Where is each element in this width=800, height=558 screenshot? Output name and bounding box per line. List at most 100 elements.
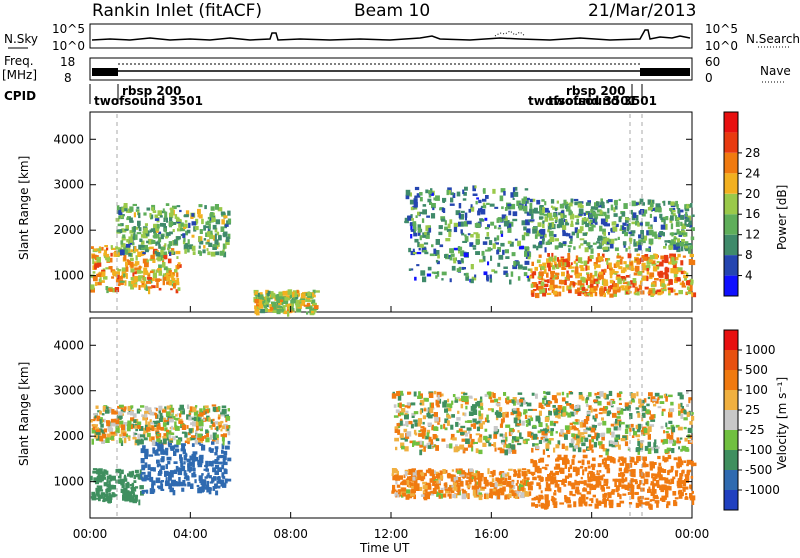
- scatter-cell-velocity-1-110: [215, 485, 221, 489]
- scatter-cell-velocity-5-409: [618, 467, 622, 472]
- scatter-cell-power-2-172: [295, 303, 301, 308]
- scatter-cell-power-5-199: [637, 201, 641, 206]
- scatter-cell-velocity-1-36: [216, 480, 220, 484]
- scatter-cell-velocity-2-352: [144, 410, 149, 414]
- scatter-cell-power-2-85: [299, 299, 303, 303]
- scatter-cell-velocity-4-773: [425, 398, 429, 402]
- scatter-cell-power-3-62: [482, 198, 487, 202]
- scatter-cell-velocity-5-374: [637, 502, 642, 507]
- scatter-cell-velocity-5-92: [566, 497, 571, 500]
- scatter-cell-velocity-4-245: [575, 435, 580, 441]
- scatter-cell-velocity-4-434: [412, 440, 416, 446]
- scatter-cell-power-4-401: [561, 279, 565, 285]
- scatter-cell-power-3-9: [467, 233, 471, 236]
- scatter-cell-velocity-5-383: [621, 477, 625, 484]
- scatter-cell-velocity-3-341: [442, 469, 446, 474]
- scatter-cell-velocity-5-353: [541, 477, 544, 482]
- scatter-cell-power-4-424: [683, 275, 689, 279]
- scatter-cell-power-4-211: [561, 271, 565, 277]
- scatter-cell-power-4-366: [574, 270, 579, 276]
- scatter-cell-power-3-223: [485, 249, 490, 252]
- scatter-cell-power-4-292: [609, 293, 614, 298]
- scatter-cell-velocity-5-240: [603, 463, 606, 468]
- scatter-cell-velocity-4-79: [409, 440, 414, 444]
- scatter-cell-power-4-265: [562, 267, 567, 270]
- scatter-cell-velocity-3-324: [443, 483, 447, 487]
- scatter-cell-velocity-4-178: [426, 408, 429, 412]
- scatter-cell-power-3-131: [439, 207, 444, 210]
- scatter-cell-power-4-395: [651, 288, 656, 295]
- scatter-cell-velocity-4-784: [631, 393, 636, 399]
- scatter-cell-velocity-3-362: [524, 491, 530, 497]
- scatter-cell-velocity-5-163: [584, 467, 588, 472]
- scatter-cell-power-0-156: [90, 287, 95, 293]
- scatter-cell-power-5-422: [577, 229, 583, 234]
- scatter-cell-velocity-1-205: [224, 469, 228, 475]
- scatter-cell-power-5-85: [570, 220, 574, 225]
- scatter-cell-velocity-4-404: [575, 428, 579, 431]
- scatter-cell-velocity-5-323: [558, 480, 563, 482]
- scatter-cell-power-3-184: [446, 189, 449, 196]
- scatter-cell-velocity-3-302: [398, 489, 401, 493]
- scatter-cell-velocity-2-234: [102, 405, 106, 412]
- scatter-cell-velocity-2-143: [212, 432, 217, 439]
- freq-band-left: [92, 68, 118, 76]
- scatter-cell-power-3-250: [433, 197, 438, 201]
- scatter-cell-velocity-1-46: [206, 480, 209, 487]
- scatter-cell-power-4-367: [608, 262, 612, 269]
- scatter-cell-power-3-227: [470, 234, 474, 238]
- scatter-cell-velocity-0-24: [122, 490, 126, 496]
- scatter-cell-power-4-449: [671, 257, 675, 262]
- scatter-cell-power-4-310: [549, 284, 554, 290]
- scatter-cell-velocity-4-486: [668, 439, 673, 444]
- scatter-cell-velocity-3-234: [435, 483, 440, 489]
- colorbar-tick-label-power-5: 24: [745, 166, 760, 180]
- scatter-cell-velocity-3-240: [474, 490, 478, 494]
- scatter-cell-velocity-5-123: [609, 457, 615, 463]
- scatter-cell-velocity-0-90: [95, 480, 99, 485]
- scatter-cell-velocity-4-42: [400, 408, 406, 413]
- scatter-cell-velocity-4-111: [401, 423, 406, 427]
- scatter-cell-velocity-4-725: [557, 405, 563, 410]
- scatter-cell-power-4-448: [593, 286, 598, 291]
- scatter-cell-power-4-247: [656, 261, 660, 264]
- scatter-cell-velocity-3-186: [422, 490, 425, 496]
- scatter-cell-power-4-274: [610, 267, 613, 270]
- scatter-cell-power-4-372: [620, 269, 626, 274]
- scatter-cell-power-3-312: [485, 195, 489, 199]
- scatter-cell-power-5-137: [621, 229, 627, 234]
- scatter-cell-velocity-5-66: [569, 464, 573, 470]
- scatter-cell-velocity-5-217: [642, 462, 647, 465]
- scatter-cell-velocity-0-126: [106, 470, 109, 475]
- scatter-cell-velocity-4-488: [516, 416, 521, 420]
- scatter-cell-velocity-0-117: [126, 495, 131, 502]
- scatter-cell-velocity-4-74: [411, 413, 415, 418]
- scatter-cell-velocity-5-181: [600, 475, 604, 479]
- scatter-cell-velocity-2-152: [143, 415, 147, 421]
- colorbar-tick-label-velocity-0: 1000: [745, 343, 776, 357]
- scatter-cell-power-0-124: [106, 247, 109, 251]
- scatter-cell-velocity-4-402: [467, 420, 472, 423]
- scatter-cell-power-3-237: [484, 217, 488, 221]
- scatter-cell-velocity-2-185: [120, 440, 124, 446]
- scatter-cell-power-1-142: [160, 247, 166, 250]
- scatter-cell-velocity-5-241: [691, 462, 697, 467]
- scatter-cell-velocity-4-654: [495, 403, 501, 406]
- scatter-cell-velocity-4-56: [544, 403, 547, 406]
- scatter-cell-power-5-59: [582, 219, 587, 225]
- scatter-cell-power-0-226: [110, 245, 113, 249]
- scatter-cell-power-5-63: [559, 222, 565, 228]
- scatter-cell-velocity-5-269: [602, 498, 606, 503]
- scatter-cell-velocity-4-126: [553, 421, 559, 424]
- scatter-cell-power-0-165: [90, 284, 95, 290]
- scatter-cell-velocity-4-726: [641, 405, 647, 412]
- scatter-cell-velocity-4-828: [677, 426, 683, 431]
- scatter-cell-power-3-112: [508, 210, 512, 216]
- scatter-cell-velocity-0-88: [99, 469, 102, 473]
- scatter-cell-velocity-4-104: [647, 433, 651, 440]
- scatter-cell-power-5-364: [598, 245, 603, 249]
- scatter-cell-velocity-3-350: [422, 485, 428, 490]
- scatter-cell-velocity-5-305: [619, 494, 622, 500]
- scatter-cell-velocity-5-233: [629, 456, 634, 463]
- scatter-cell-power-3-132: [410, 226, 413, 231]
